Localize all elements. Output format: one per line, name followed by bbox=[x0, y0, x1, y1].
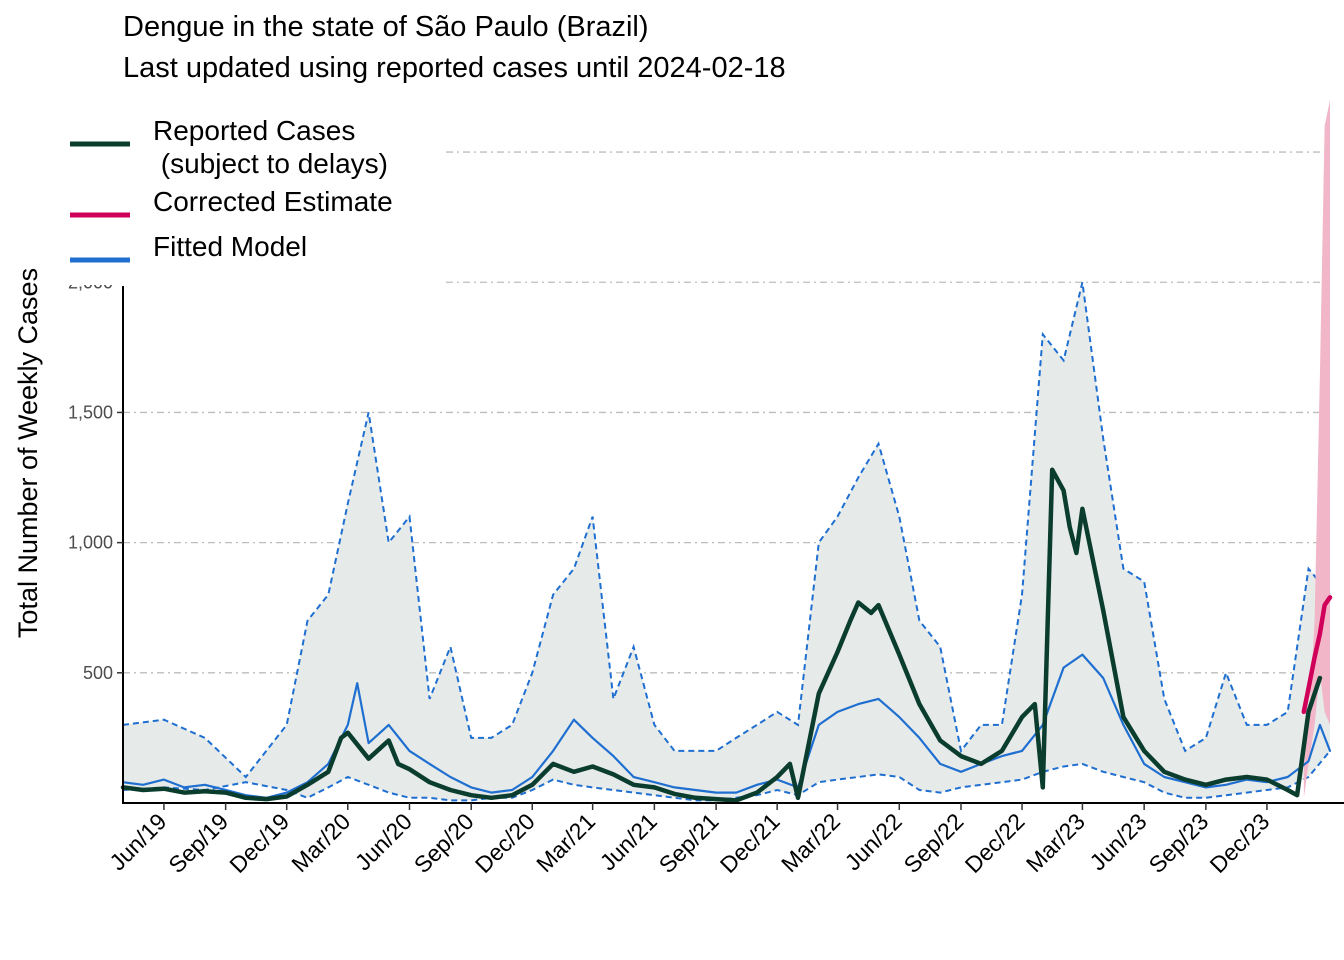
x-tick-label: Dec/21 bbox=[715, 808, 785, 878]
legend-label-reported: Reported Cases bbox=[153, 115, 355, 146]
x-tick-label: Dec/23 bbox=[1205, 808, 1275, 878]
x-tick-label: Jun/19 bbox=[104, 808, 171, 875]
x-axis-ticks: Jun/19Sep/19Dec/19Mar/20Jun/20Sep/20Dec/… bbox=[104, 803, 1274, 878]
x-tick-label: Dec/19 bbox=[224, 808, 294, 878]
series-line-corrected bbox=[1301, 595, 1333, 715]
x-tick-label: Sep/22 bbox=[899, 808, 969, 878]
axes bbox=[122, 286, 1344, 804]
x-tick-label: Sep/19 bbox=[163, 808, 233, 878]
chart-title-line: Dengue in the state of São Paulo (Brazil… bbox=[123, 11, 649, 43]
series-line-reported bbox=[120, 467, 1323, 803]
plot-area bbox=[120, 100, 1333, 803]
y-tick-label: 1,500 bbox=[68, 402, 113, 422]
fitted-band-upper-line bbox=[122, 282, 1331, 779]
y-tick-label: 1,000 bbox=[68, 533, 113, 553]
fitted-band-area bbox=[123, 282, 1330, 801]
legend-background bbox=[50, 105, 445, 285]
legend-label-reported: (subject to delays) bbox=[153, 148, 388, 179]
x-tick-label: Mar/23 bbox=[1021, 808, 1090, 877]
y-gridlines bbox=[123, 151, 1325, 674]
chart-subtitle-line: Last updated using reported cases until … bbox=[123, 52, 786, 84]
x-tick-label: Dec/22 bbox=[960, 808, 1030, 878]
legend-label-fitted: Fitted Model bbox=[153, 231, 307, 262]
chart-title: Dengue in the state of São Paulo (Brazil… bbox=[123, 11, 786, 84]
x-tick-label: Jun/22 bbox=[840, 808, 907, 875]
legend-label-corrected: Corrected Estimate bbox=[153, 186, 393, 217]
y-axis-label: Total Number of Weekly Cases bbox=[13, 268, 43, 638]
x-tick-label: Dec/20 bbox=[470, 808, 540, 878]
x-tick-label: Sep/21 bbox=[654, 808, 724, 878]
legend: Reported Cases (subject to delays) Correc… bbox=[50, 105, 445, 285]
fitted-band-lower-line bbox=[122, 750, 1331, 802]
x-tick-label: Jun/23 bbox=[1084, 808, 1151, 875]
x-tick-label: Sep/23 bbox=[1143, 808, 1213, 878]
x-tick-label: Mar/22 bbox=[776, 808, 845, 877]
x-tick-label: Mar/20 bbox=[286, 808, 355, 877]
y-tick-label: 500 bbox=[83, 663, 113, 683]
x-tick-label: Jun/20 bbox=[350, 808, 417, 875]
x-tick-label: Mar/21 bbox=[531, 808, 600, 877]
x-tick-label: Jun/21 bbox=[595, 808, 662, 875]
x-tick-label: Sep/20 bbox=[409, 808, 479, 878]
